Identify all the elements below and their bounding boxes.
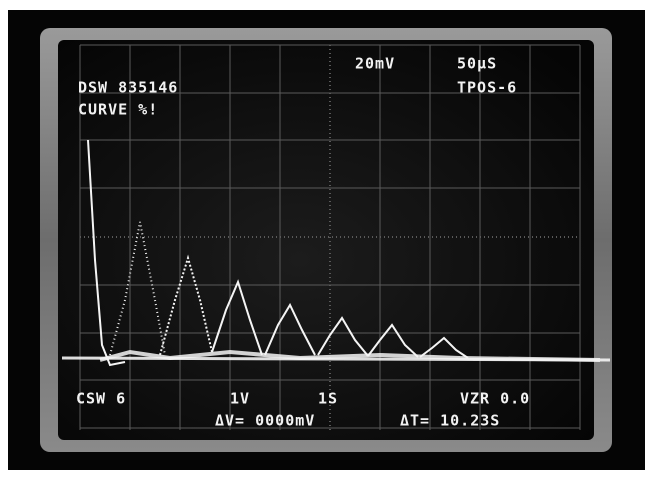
screen-text: ΔV= 0000mV [215,412,315,430]
screen-text: DSW 835146 [78,79,178,97]
screen-text: 1S [318,390,338,408]
screen-text: TPOS-6 [457,79,517,97]
screen-text: 20mV [355,55,395,73]
screen-text: ΔT= 10.23S [400,412,500,430]
screen-text: VZR 0.0 [460,390,530,408]
screen-text: CSW 6 [76,390,126,408]
screen-text: 50μS [457,55,497,73]
screen-text: CURVE %! [78,101,158,119]
oscilloscope-photo: DSW 835146 CURVE %! 20mV 50μS TPOS-6 CSW… [0,0,653,478]
page: {"screen": { "top_left_line1": "DSW 8351… [0,0,653,478]
screen-text: 1V [230,390,250,408]
